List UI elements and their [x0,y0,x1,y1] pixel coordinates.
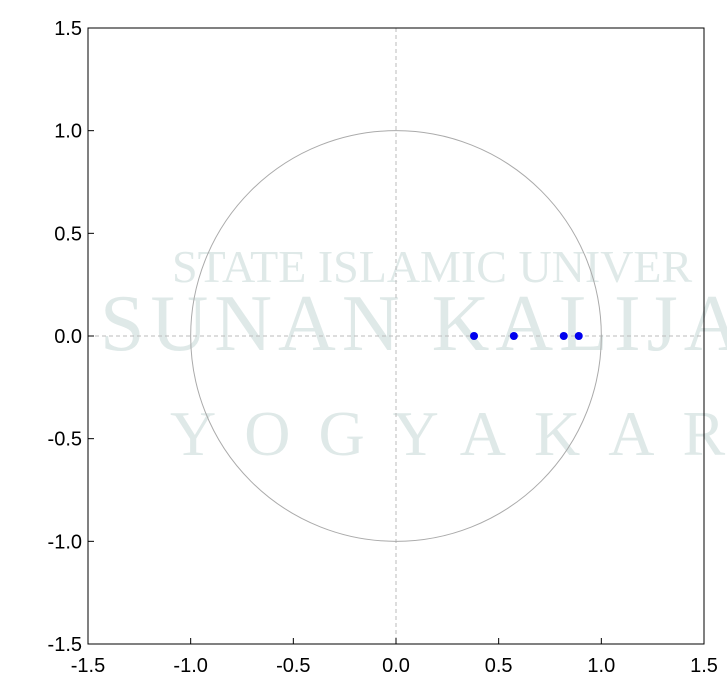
watermark-text: STATE ISLAMIC UNIVER [172,241,693,292]
y-tick-label: 0.5 [54,223,82,245]
watermark-text: SUNAN KALIJA [100,280,727,368]
point [509,332,518,340]
x-tick-label: -1.5 [71,655,105,677]
y-tick-label: -1.5 [48,634,82,656]
watermark: STATE ISLAMIC UNIVER SUNAN KALIJA YOGYAK… [100,241,727,469]
x-tick-label: -0.5 [276,655,310,677]
y-tick-label: -0.5 [48,429,82,451]
y-tick-label: 1.0 [54,121,82,143]
point [470,332,479,340]
y-tick-label: 1.5 [54,18,82,40]
unit-circle [190,130,602,542]
watermark-text: YOGYAKAR [170,398,727,469]
y-tick-label: -1.0 [48,531,82,553]
x-tick-label: 0.5 [485,655,513,677]
x-tick-label: 1.0 [587,655,615,677]
point [574,332,583,340]
x-tick-label: 0.0 [382,655,410,677]
y-tick-label: 0.0 [54,326,82,348]
x-tick-label: -1.0 [173,655,207,677]
point [559,332,568,340]
x-tick-label: 1.5 [690,655,718,677]
